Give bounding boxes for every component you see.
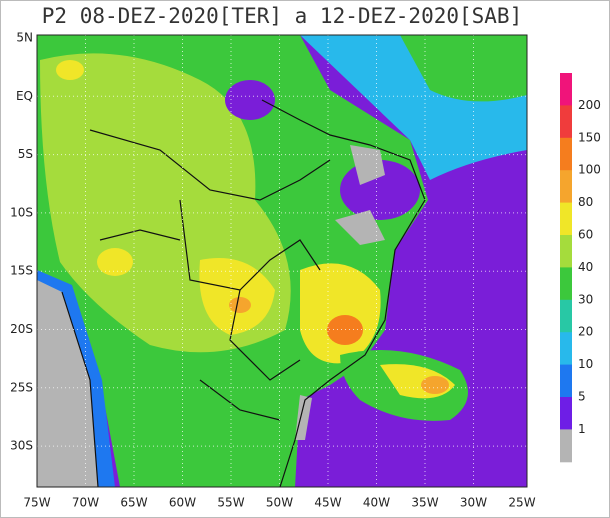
colorbar-label: 20 bbox=[578, 325, 593, 339]
colorbar-swatch bbox=[560, 299, 572, 333]
lat-label: 30S bbox=[10, 439, 33, 453]
lat-label: 5N bbox=[16, 31, 33, 45]
colorbar-label: 40 bbox=[578, 260, 593, 274]
shade-orange bbox=[421, 376, 449, 394]
colorbar-label: 1 bbox=[578, 422, 586, 436]
colorbar-swatch bbox=[560, 170, 572, 204]
lat-label: 5S bbox=[18, 147, 33, 161]
colorbar-swatch bbox=[560, 332, 572, 366]
shade-purple bbox=[225, 80, 275, 120]
lon-label: 40W bbox=[363, 496, 390, 510]
lon-label: 45W bbox=[314, 496, 341, 510]
colorbar-label: 200 bbox=[578, 98, 601, 112]
lon-label: 55W bbox=[217, 496, 244, 510]
colorbar-label: 150 bbox=[578, 130, 601, 144]
lon-label: 75W bbox=[23, 496, 50, 510]
colorbar-swatch bbox=[560, 73, 572, 106]
colorbar-swatch bbox=[560, 202, 572, 236]
colorbar-label: 60 bbox=[578, 228, 593, 242]
colorbar-swatch bbox=[560, 397, 572, 430]
coastline bbox=[61, 291, 99, 487]
lon-label: 65W bbox=[120, 496, 147, 510]
lat-label: 20S bbox=[10, 322, 33, 336]
colorbar-swatch bbox=[560, 364, 572, 398]
shade-green bbox=[400, 35, 527, 102]
colorbar-label: 80 bbox=[578, 195, 593, 209]
lon-label: 50W bbox=[266, 496, 293, 510]
lat-label: EQ bbox=[16, 89, 33, 103]
lon-label: 60W bbox=[169, 496, 196, 510]
grid bbox=[37, 35, 527, 487]
state-border bbox=[99, 229, 181, 241]
colorbar-label: 10 bbox=[578, 357, 593, 371]
pacific-mask bbox=[37, 280, 98, 487]
state-border bbox=[199, 379, 281, 421]
lon-label: 25W bbox=[508, 496, 535, 510]
colorbar-label: 30 bbox=[578, 292, 593, 306]
borders bbox=[61, 99, 426, 487]
colorbar-swatch bbox=[560, 267, 572, 301]
colorbar-swatch bbox=[560, 105, 572, 139]
lat-label: 10S bbox=[10, 205, 33, 219]
state-border bbox=[89, 129, 331, 201]
colorbar-swatch bbox=[560, 235, 572, 268]
shade-gray bbox=[335, 210, 385, 245]
state-border bbox=[179, 199, 321, 291]
colorbar-label: 100 bbox=[578, 163, 601, 177]
map-border bbox=[36, 34, 528, 488]
state-border bbox=[229, 289, 301, 381]
precipitation-field bbox=[37, 35, 527, 487]
colorbar-swatch bbox=[560, 429, 572, 463]
colorbar-label: 5 bbox=[578, 390, 586, 404]
shade-yellow bbox=[300, 263, 381, 364]
lat-label: 15S bbox=[10, 264, 33, 278]
shade-gray bbox=[295, 395, 312, 440]
lon-label: 35W bbox=[411, 496, 438, 510]
shade-yellow bbox=[199, 258, 275, 335]
map-title: P2 08-DEZ-2020[TER] a 12-DEZ-2020[SAB] bbox=[42, 4, 522, 28]
coastline bbox=[261, 99, 426, 487]
shade-yellow bbox=[97, 248, 133, 276]
shade-orange bbox=[229, 297, 251, 313]
lon-label: 30W bbox=[460, 496, 487, 510]
lon-label: 70W bbox=[72, 496, 99, 510]
shade-yellow bbox=[56, 60, 84, 80]
lat-label: 25S bbox=[10, 380, 33, 394]
colorbar-swatch bbox=[560, 137, 572, 171]
